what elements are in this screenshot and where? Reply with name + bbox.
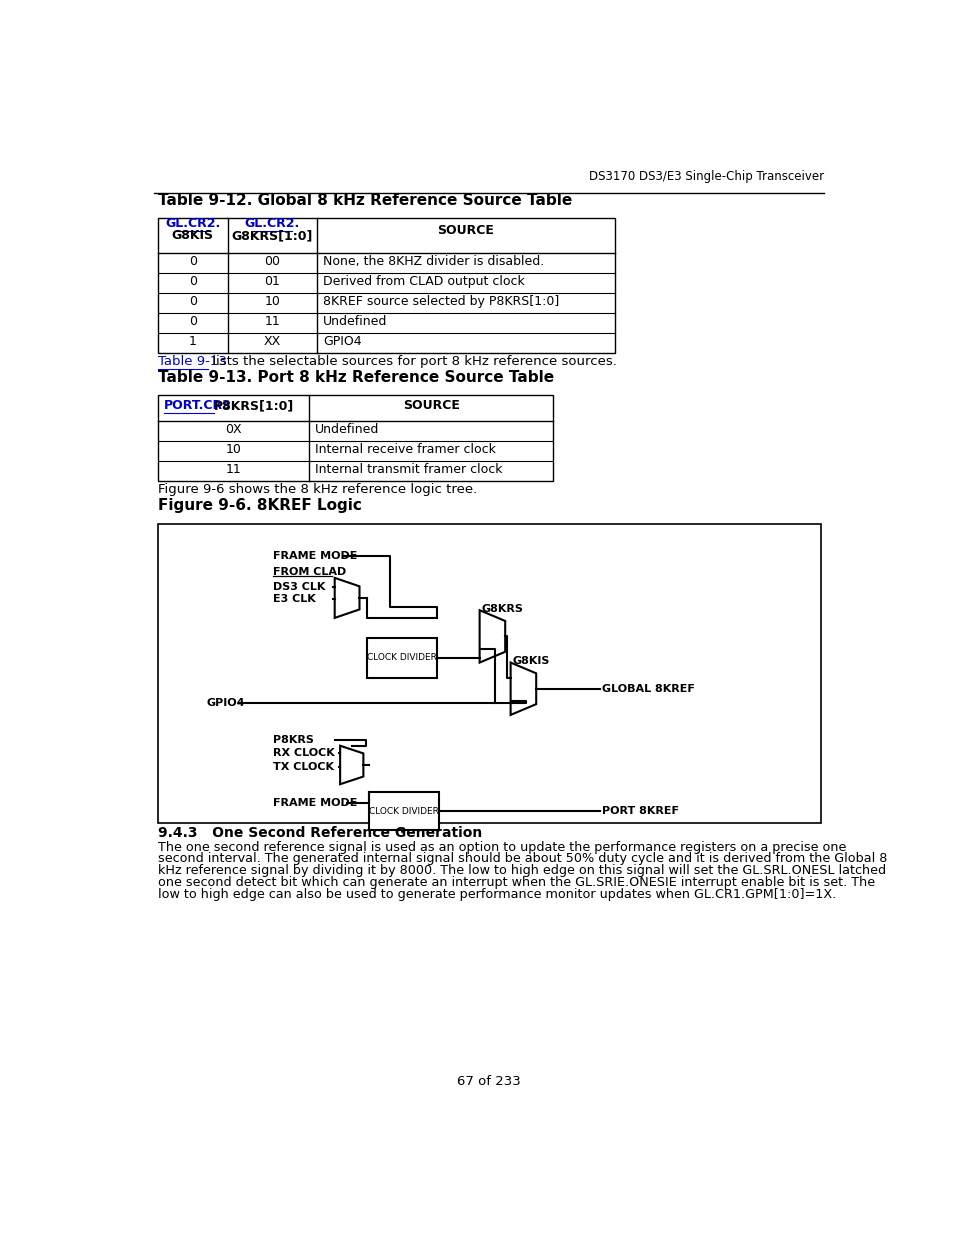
Text: G8KIS: G8KIS [513, 656, 550, 666]
Text: Figure 9-6. 8KREF Logic: Figure 9-6. 8KREF Logic [158, 498, 361, 514]
Text: GL.CR2.: GL.CR2. [165, 217, 220, 230]
Text: SOURCE: SOURCE [437, 224, 494, 237]
Text: 0: 0 [189, 275, 196, 288]
Bar [158, 217, 615, 353]
Text: 9.4.3   One Second Reference Generation: 9.4.3 One Second Reference Generation [158, 826, 482, 840]
Text: Table 9-13. Port 8 kHz Reference Source Table: Table 9-13. Port 8 kHz Reference Source … [158, 370, 554, 385]
Text: 0: 0 [189, 315, 196, 329]
Text: P8KRS[1:0]: P8KRS[1:0] [213, 399, 294, 412]
Text: G8KIS: G8KIS [172, 230, 213, 242]
Text: PORT 8KREF: PORT 8KREF [601, 806, 679, 816]
Text: PORT.CR3.: PORT.CR3. [164, 399, 236, 412]
Text: Table 9-13: Table 9-13 [158, 356, 227, 368]
Text: GLOBAL 8KREF: GLOBAL 8KREF [601, 684, 694, 694]
Text: 1: 1 [189, 336, 196, 348]
Bar [158, 395, 553, 480]
Text: Internal transmit framer clock: Internal transmit framer clock [315, 463, 502, 477]
Text: Derived from CLAD output clock: Derived from CLAD output clock [323, 275, 524, 288]
Text: 01: 01 [264, 275, 280, 288]
Text: lists the selectable sources for port 8 kHz reference sources.: lists the selectable sources for port 8 … [208, 356, 616, 368]
Text: DS3170 DS3/E3 Single-Chip Transceiver: DS3170 DS3/E3 Single-Chip Transceiver [588, 170, 822, 183]
Text: FRAME MODE: FRAME MODE [273, 798, 356, 808]
Text: 0: 0 [189, 256, 196, 268]
Text: Undefined: Undefined [315, 424, 379, 436]
Text: GPIO4: GPIO4 [323, 336, 361, 348]
Text: 0: 0 [189, 295, 196, 309]
Text: None, the 8KHZ divider is disabled.: None, the 8KHZ divider is disabled. [323, 256, 544, 268]
Text: The one second reference signal is used as an option to update the performance r: The one second reference signal is used … [158, 841, 845, 853]
Bar [369, 792, 438, 830]
Text: SOURCE: SOURCE [402, 399, 459, 412]
Text: GPIO4: GPIO4 [206, 698, 244, 708]
Text: G8KRS: G8KRS [481, 604, 523, 614]
Text: XX: XX [263, 336, 280, 348]
Text: one second detect bit which can generate an interrupt when the GL.SRIE.ONESIE in: one second detect bit which can generate… [158, 877, 874, 889]
Text: low to high edge can also be used to generate performance monitor updates when G: low to high edge can also be used to gen… [158, 888, 836, 902]
Text: FRAME MODE: FRAME MODE [273, 551, 356, 561]
Text: second interval. The generated internal signal should be about 50% duty cycle an: second interval. The generated internal … [158, 852, 886, 866]
Bar [367, 638, 436, 678]
Text: 0X: 0X [225, 424, 242, 436]
Text: Figure 9-6 shows the 8 kHz reference logic tree.: Figure 9-6 shows the 8 kHz reference log… [158, 483, 476, 496]
Text: 10: 10 [226, 443, 241, 456]
Text: DS3 CLK: DS3 CLK [273, 582, 325, 592]
Text: GL.CR2.: GL.CR2. [244, 217, 299, 230]
Text: CLOCK DIVIDER: CLOCK DIVIDER [367, 653, 436, 662]
Text: G8KRS[1:0]: G8KRS[1:0] [232, 230, 313, 242]
Text: 11: 11 [264, 315, 280, 329]
Text: kHz reference signal by dividing it by 8000. The low to high edge on this signal: kHz reference signal by dividing it by 8… [158, 864, 885, 877]
Text: 10: 10 [264, 295, 280, 309]
Bar [158, 524, 820, 823]
Text: 67 of 233: 67 of 233 [456, 1074, 520, 1088]
Text: TX CLOCK: TX CLOCK [273, 762, 334, 772]
Text: Undefined: Undefined [323, 315, 387, 329]
Text: E3 CLK: E3 CLK [273, 594, 315, 604]
Text: Table 9-12. Global 8 kHz Reference Source Table: Table 9-12. Global 8 kHz Reference Sourc… [158, 193, 572, 209]
Text: P8KRS: P8KRS [273, 735, 314, 745]
Text: CLOCK DIVIDER: CLOCK DIVIDER [369, 806, 438, 815]
Text: RX CLOCK: RX CLOCK [273, 747, 335, 757]
Text: 11: 11 [226, 463, 241, 477]
Text: 00: 00 [264, 256, 280, 268]
Text: 8KREF source selected by P8KRS[1:0]: 8KREF source selected by P8KRS[1:0] [323, 295, 558, 309]
Text: FROM CLAD: FROM CLAD [273, 567, 346, 578]
Text: Internal receive framer clock: Internal receive framer clock [315, 443, 496, 456]
